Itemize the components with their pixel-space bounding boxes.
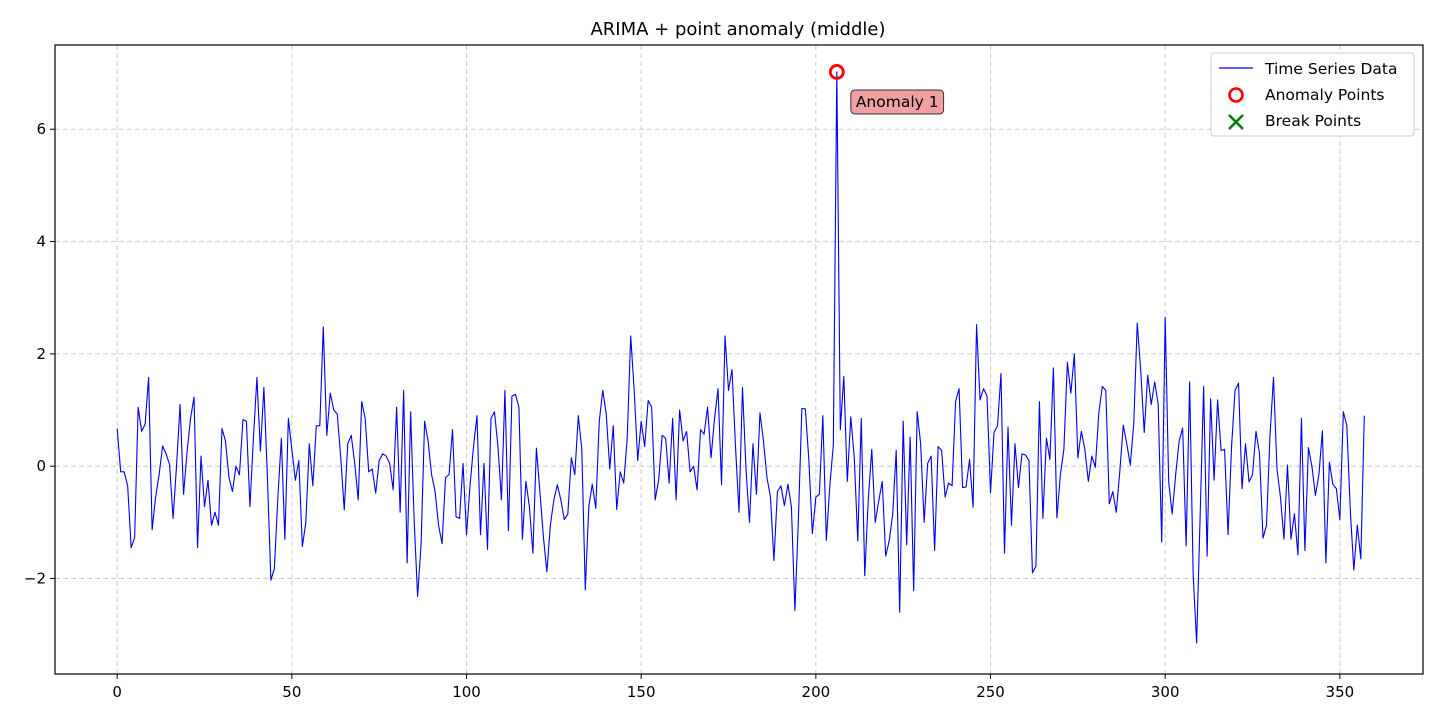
y-tick-label: 6	[36, 120, 46, 138]
series-layer	[116, 71, 1365, 644]
legend: Time Series Data Anomaly Points Break Po…	[1210, 52, 1415, 137]
x-tick-label: 50	[282, 683, 301, 701]
y-tick-label: 0	[36, 457, 46, 475]
legend-box	[1210, 52, 1415, 137]
legend-label-series: Time Series Data	[1264, 60, 1397, 78]
x-tick-label: 300	[1151, 683, 1180, 701]
chart-title: ARIMA + point anomaly (middle)	[590, 19, 885, 40]
legend-circle-icon	[1228, 87, 1244, 103]
anomaly-layer: Anomaly 1	[828, 64, 945, 115]
y-tick-label: 2	[36, 345, 46, 363]
anomaly-point	[828, 64, 845, 80]
annotation-label: Anomaly 1	[850, 89, 945, 115]
annotation-text: Anomaly 1	[856, 93, 939, 111]
x-tick-label: 150	[627, 683, 656, 701]
x-tick-label: 0	[112, 683, 122, 701]
y-tick-label: −2	[24, 570, 46, 588]
x-tick-label: 250	[976, 683, 1005, 701]
x-tick-label: 350	[1326, 683, 1355, 701]
legend-cross-icon	[1228, 114, 1244, 130]
axis-ticks: 0 50 100 150 200 250 300 350 −2 0 2 4 6	[24, 120, 1354, 701]
x-tick-label: 100	[452, 683, 481, 701]
y-tick-label: 4	[36, 233, 46, 251]
annotation-box	[850, 89, 945, 115]
legend-label-anomaly: Anomaly Points	[1265, 86, 1384, 104]
series-line	[116, 71, 1365, 644]
x-tick-label: 200	[802, 683, 831, 701]
plot-frame	[54, 44, 1424, 675]
grid-lines	[55, 45, 1423, 674]
legend-label-break: Break Points	[1265, 112, 1361, 130]
